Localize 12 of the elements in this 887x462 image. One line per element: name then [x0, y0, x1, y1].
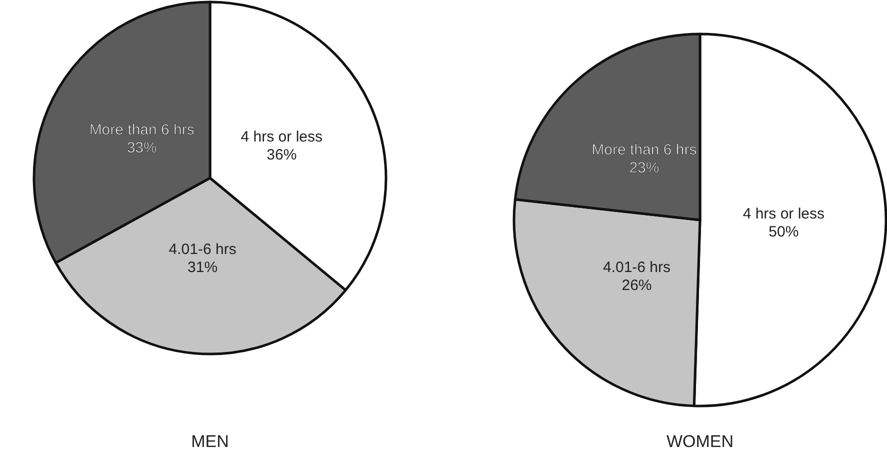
data-label: 33% — [126, 140, 157, 157]
data-label: 36% — [266, 146, 297, 164]
data-label: 50% — [768, 223, 799, 240]
text: WOMEN — [666, 432, 734, 451]
data-label: 31% — [188, 258, 218, 276]
slice-label: 4.01-6 hrs — [602, 258, 671, 276]
slice-label: 4 hrs or less — [240, 128, 323, 146]
data-label: 23% — [629, 160, 660, 177]
slice-label: 4.01-6 hrs — [168, 240, 236, 258]
data-label: 26% — [622, 276, 652, 294]
slice-label: 4 hrs or less — [742, 205, 825, 222]
text: MEN — [191, 432, 229, 451]
